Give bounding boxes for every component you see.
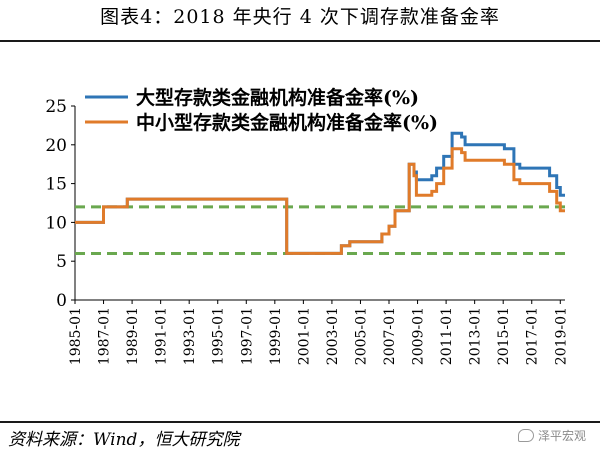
x-tick-label: 1997-01 (239, 307, 255, 365)
x-tick-label: 1993-01 (182, 307, 198, 365)
x-tick-label: 2015-01 (496, 307, 512, 365)
x-tick-label: 2013-01 (468, 307, 484, 365)
watermark-text: 泽平宏观 (537, 429, 586, 443)
y-tick-label: 15 (45, 175, 67, 195)
reserve-ratio-chart: 0 5 10 15 20 25 1985-01 1987-01 1989-01 1991-01 19… (45, 86, 569, 365)
x-tick-label: 2009-01 (411, 307, 427, 365)
source-rule (0, 421, 600, 423)
series-lines (75, 131, 565, 255)
x-tick-label: 1999-01 (268, 307, 284, 365)
x-tick-label: 2001-01 (296, 307, 312, 365)
x-tick-label: 2003-01 (325, 307, 341, 365)
source-note: 资料来源：Wind，恒大研究院 (8, 430, 240, 450)
axis-layer: 0 5 10 15 20 25 1985-01 1987-01 1989-01 1991-01 19… (45, 97, 569, 365)
watermark: 泽平宏观 (517, 427, 586, 444)
x-tick-label: 1989-01 (125, 307, 141, 365)
series-line-large (75, 131, 565, 255)
y-tick-label: 5 (56, 252, 67, 272)
y-tick-label: 10 (45, 213, 67, 233)
reference-lines (75, 205, 565, 255)
wechat-icon (517, 429, 534, 442)
series-line-small (75, 147, 565, 255)
x-tick-label: 1991-01 (154, 307, 170, 365)
x-tick-label: 1987-01 (97, 307, 113, 365)
legend: 大型存款类金融机构准备金率(%)中小型存款类金融机构准备金率(%) (85, 86, 438, 134)
title-rule (0, 40, 600, 42)
x-tick-label: 1985-01 (68, 307, 84, 365)
legend-label: 中小型存款类金融机构准备金率(%) (136, 111, 438, 134)
y-tick-label: 20 (45, 136, 67, 156)
x-tick-label: 2017-01 (525, 307, 541, 365)
y-tick-label: 25 (45, 97, 67, 117)
y-tick-label: 0 (56, 291, 67, 311)
x-tick-label: 2007-01 (382, 307, 398, 365)
page-title: 图表4：2018 年央行 4 次下调存款准备金率 (100, 6, 500, 28)
x-tick-label: 2011-01 (439, 307, 455, 365)
x-tick-label: 2019-01 (553, 307, 569, 365)
x-tick-label: 1995-01 (211, 307, 227, 365)
legend-label: 大型存款类金融机构准备金率(%) (136, 86, 419, 109)
x-tick-label: 2005-01 (353, 307, 369, 365)
